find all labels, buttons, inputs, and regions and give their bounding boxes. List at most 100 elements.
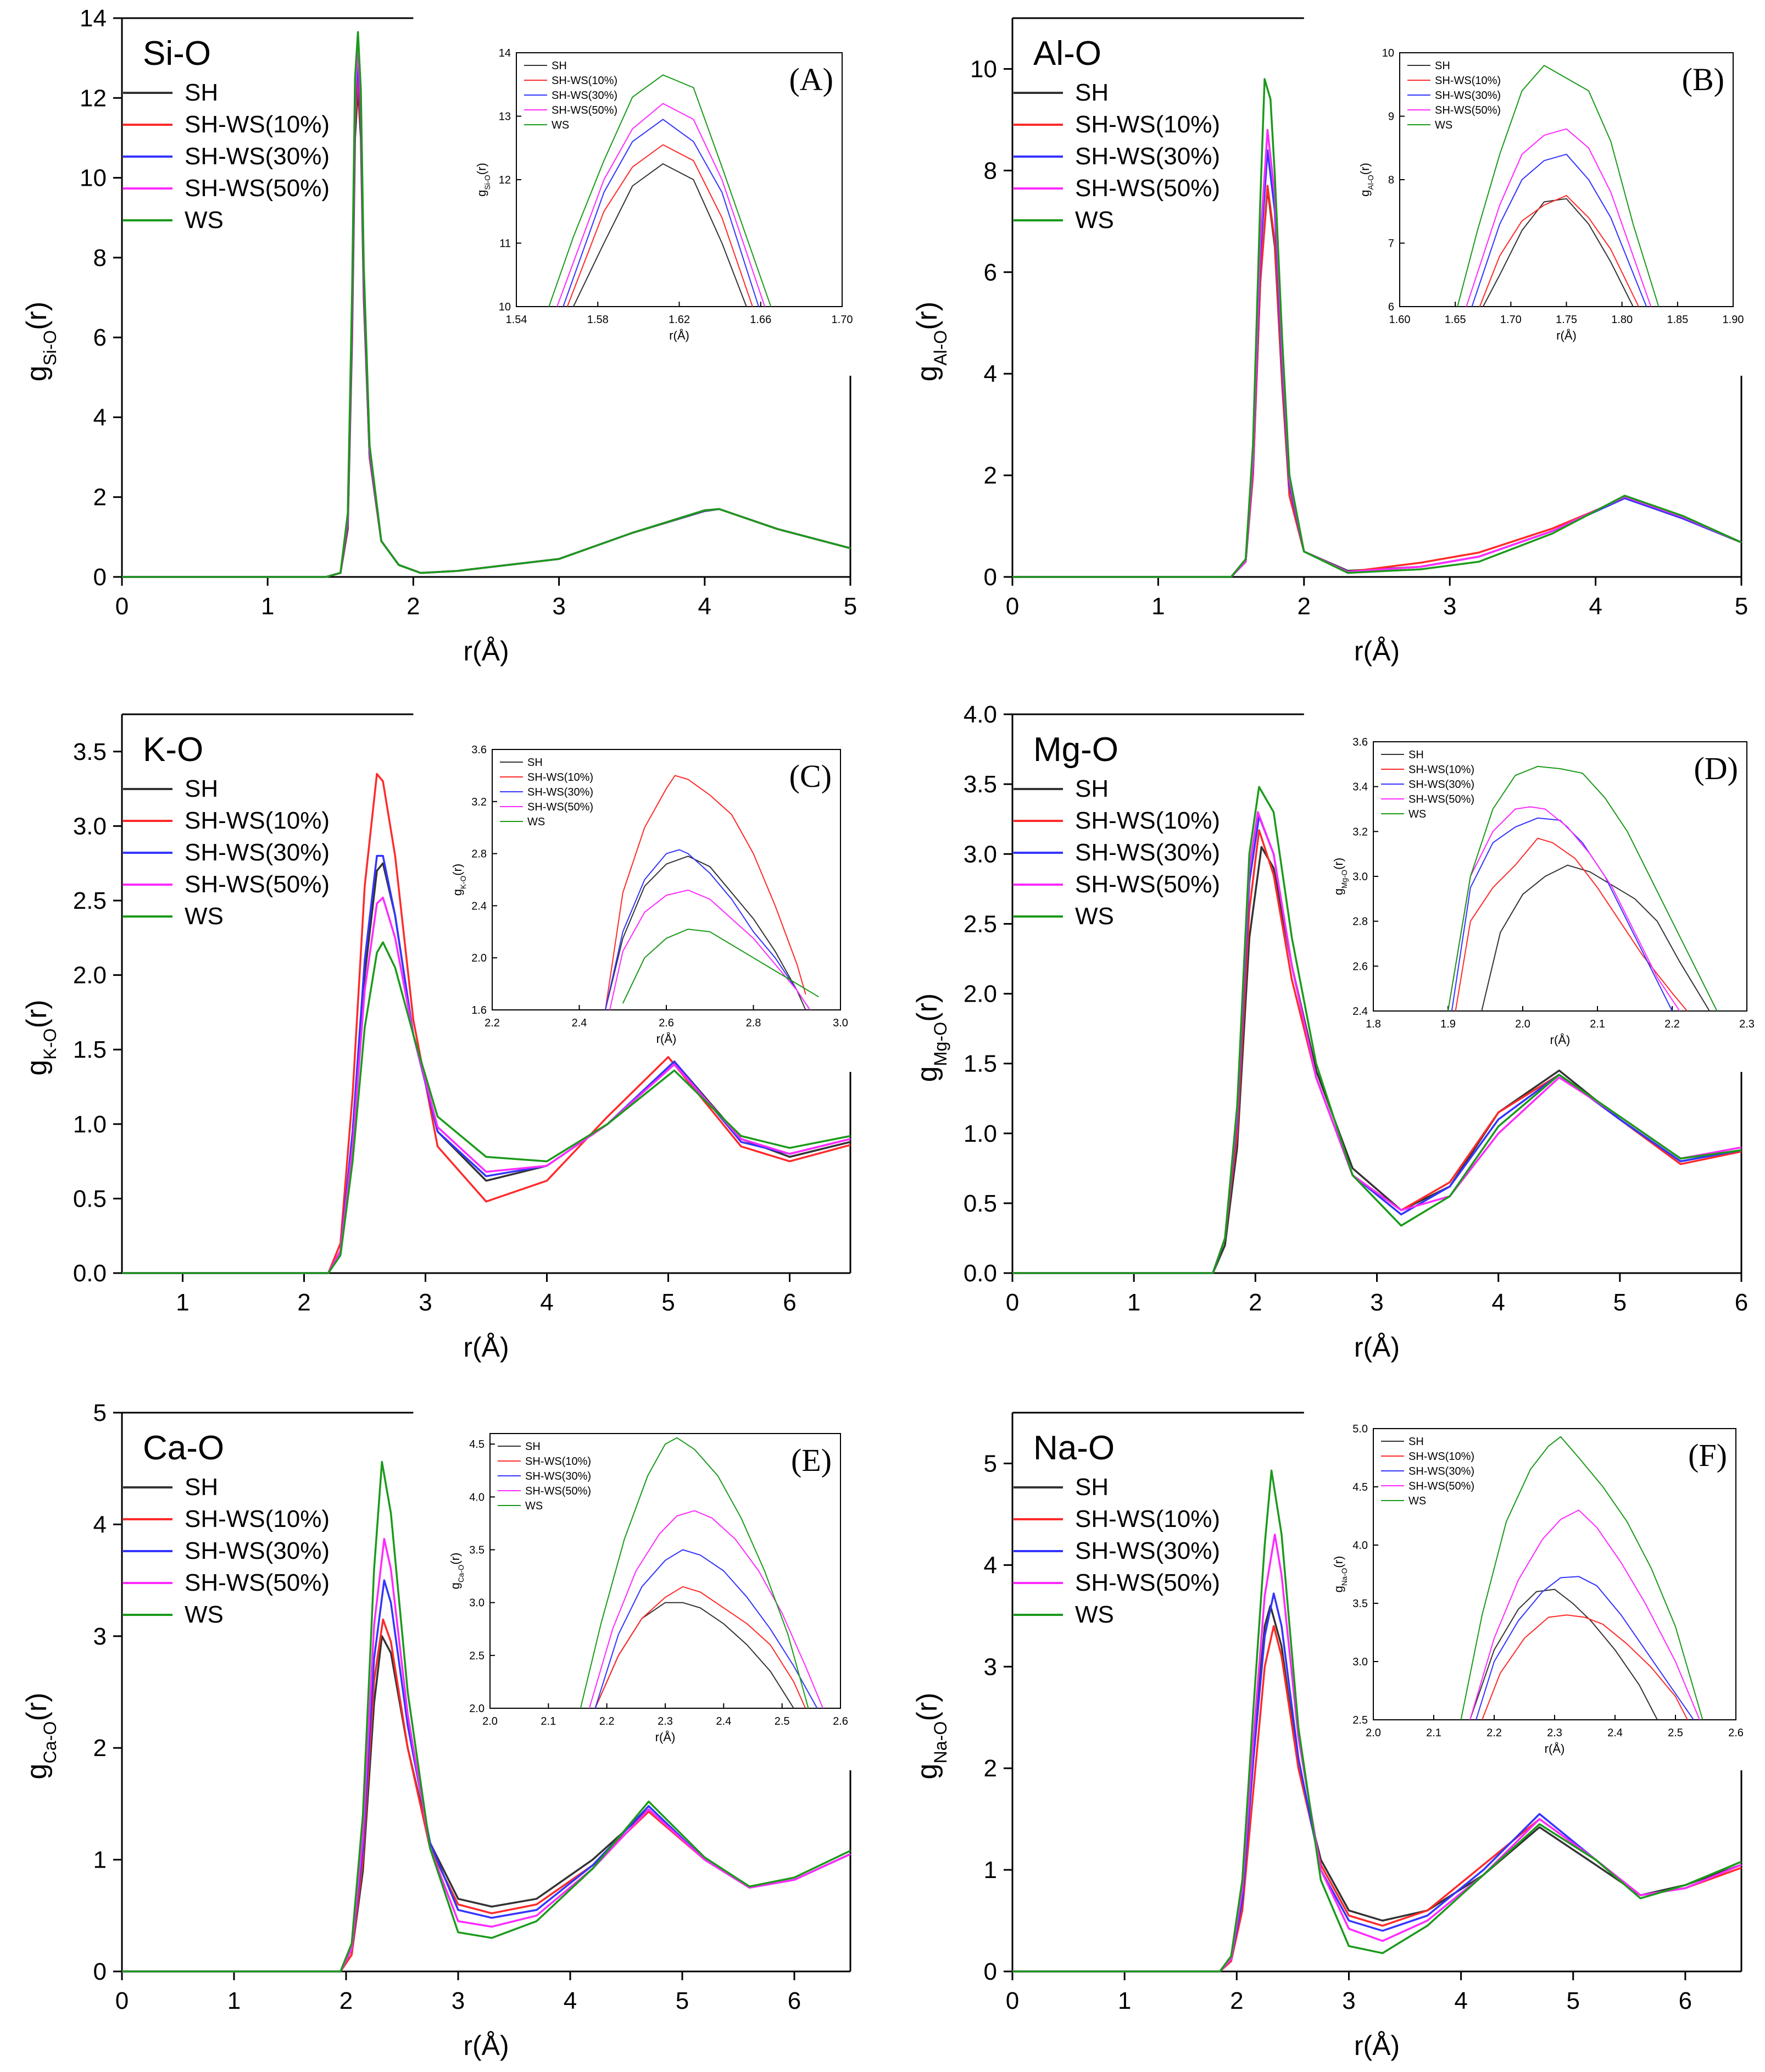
inset-ca-o: 2.0 2.1 2.2 2.3 2.4 2.5 2.6 2.0 2.5 3.0 3.5 4.0 4.5 r… (448, 1433, 848, 1744)
inset-series-line-sh-ws-10- (1482, 1614, 1688, 1720)
inset-y-axis-label-g: g (1358, 190, 1372, 196)
panel-na-o: 0 1 2 3 4 5 6012345r(Å)gNa-O(r)Na-OSHSH-WS(10%… (911, 1412, 1744, 2061)
inset-legend-label: SH-WS(10%) (1408, 1451, 1474, 1463)
inset-legend-label: WS (527, 816, 545, 828)
inset-x-tick-label: 1.9 (1440, 1018, 1456, 1030)
y-tick-label: 2.5 (964, 910, 997, 937)
inset-x-tick-label: 2.3 (1739, 1018, 1755, 1030)
y-axis-label-g: g (911, 1764, 943, 1780)
y-axis-label-sub: Si-O (40, 330, 60, 365)
inset-x-tick-label: 1.90 (1723, 314, 1744, 326)
x-tick-label: 1 (227, 1987, 241, 2014)
inset-legend-label: SH-WS(30%) (1435, 90, 1501, 102)
series-line-sh (1012, 846, 1742, 1274)
inset-legend-label: SH (552, 60, 567, 72)
inset-legend-label: SH-WS(30%) (1408, 1465, 1474, 1477)
legend-label: SH (1075, 775, 1109, 802)
x-tick-label: 2 (1230, 1987, 1243, 2014)
legend-label: SH-WS(30%) (185, 1537, 330, 1564)
panel-letter: (E) (791, 1442, 832, 1478)
y-axis-label-sub: K-O (40, 1028, 60, 1059)
series-line-ws (122, 1460, 851, 1973)
x-tick-label: 4 (540, 1289, 553, 1316)
inset-series-group (548, 74, 772, 307)
y-tick-label: 10 (970, 55, 997, 82)
y-tick-label: 3.5 (73, 738, 107, 765)
inset-legend-label: SH-WS(50%) (1408, 1480, 1474, 1492)
y-axis-label: gNa-O(r) (911, 1693, 950, 1780)
inset-series-line-ws (580, 1437, 809, 1708)
x-axis-label: r(Å) (1354, 2030, 1400, 2061)
series-line-ws (1012, 1469, 1742, 1973)
inset-x-tick-label: 1.70 (832, 314, 853, 326)
inset-x-tick-label: 2.2 (1486, 1727, 1502, 1739)
inset-x-tick-label: 2.4 (716, 1715, 731, 1727)
inset-y-axis-label-sub: Na-O (1340, 1568, 1349, 1586)
y-tick-label: 0 (93, 564, 107, 591)
y-tick-label: 5 (984, 1450, 997, 1477)
inset-x-tick-label: 1.65 (1445, 314, 1466, 326)
x-tick-label: 0 (1006, 1987, 1019, 2014)
x-tick-label: 1 (176, 1289, 189, 1316)
legend-label: SH-WS(30%) (185, 143, 330, 170)
y-axis-label-r: (r) (911, 302, 943, 330)
inset-legend-label: SH (527, 757, 543, 769)
x-axis-label: r(Å) (463, 636, 509, 666)
panel-letter: (A) (789, 62, 833, 97)
y-tick-label: 3 (984, 1653, 997, 1680)
inset-series-line-ws (1457, 65, 1660, 307)
legend-label: SH (185, 775, 218, 802)
inset-series-line-sh-ws-10- (1479, 195, 1639, 307)
inset-y-tick-label: 2.5 (469, 1650, 485, 1662)
inset-y-tick-label: 10 (499, 301, 511, 313)
inset-x-axis-label: r(Å) (1550, 1033, 1571, 1047)
x-axis-label: r(Å) (463, 1332, 509, 1363)
y-tick-label: 3 (93, 1623, 107, 1650)
inset-series-line-sh-ws-50- (588, 1510, 824, 1708)
inset-series-line-ws (1447, 765, 1718, 1011)
inset-x-tick-label: 2.6 (659, 1017, 674, 1029)
inset-y-axis-label-r: (r) (1332, 858, 1345, 870)
inset-x-tick-label: 1.75 (1556, 314, 1577, 326)
inset-x-tick-label: 2.5 (775, 1715, 790, 1727)
y-tick-label: 1.0 (964, 1120, 997, 1147)
inset-y-tick-label: 3.2 (471, 796, 487, 808)
legend-label: SH (185, 79, 218, 106)
inset-y-tick-label: 2.5 (1352, 1714, 1368, 1726)
inset-x-axis-label: r(Å) (1545, 1742, 1565, 1756)
inset-al-o: 1.60 1.65 1.70 1.75 1.80 1.85 1.90 6 7 8 9 10 r(Å) gA… (1358, 47, 1744, 342)
y-axis-label-sub: Na-O (931, 1721, 950, 1764)
inset-x-tick-label: 2.0 (482, 1715, 498, 1727)
legend-label: SH-WS(10%) (185, 1506, 330, 1532)
inset-series-line-sh-ws-30- (594, 1549, 818, 1708)
inset-y-tick-label: 4.0 (469, 1491, 485, 1503)
legend-label: SH (185, 1474, 218, 1501)
inset-y-axis-label-r: (r) (448, 1553, 462, 1565)
inset-legend-label: WS (552, 119, 569, 131)
y-tick-label: 4 (984, 1552, 997, 1579)
series-group (1012, 1469, 1742, 1973)
x-tick-label: 0 (115, 1987, 129, 2014)
y-tick-label: 3.0 (73, 813, 107, 840)
inset-y-tick-label: 3.2 (1352, 826, 1368, 838)
inset-series-line-sh-ws-10- (594, 1586, 806, 1708)
panel-k-o: 1 2 3 4 5 60.00.51.01.52.02.53.03.5r(Å)gK-O(r… (21, 713, 851, 1363)
inset-y-tick-label: 8 (1388, 174, 1394, 186)
inset-series-line-sh-ws-10- (566, 144, 753, 307)
inset-legend-label: SH-WS(30%) (527, 786, 593, 798)
y-tick-label: 8 (93, 245, 107, 271)
y-tick-label: 3.5 (964, 771, 997, 798)
inset-legend-label: SH-WS(30%) (552, 90, 617, 102)
x-tick-label: 2 (339, 1987, 353, 2014)
inset-legend-label: SH-WS(10%) (1408, 764, 1474, 776)
y-tick-label: 10 (80, 165, 107, 192)
inset-y-tick-label: 10 (1382, 47, 1394, 59)
legend-label: SH-WS(10%) (185, 807, 330, 834)
inset-x-tick-label: 1.58 (587, 314, 609, 326)
inset-y-axis-label: gAl-O(r) (1358, 163, 1375, 196)
inset-x-tick-label: 2.4 (572, 1017, 587, 1029)
inset-series-line-sh-ws-30- (605, 849, 811, 1010)
inset-y-tick-label: 2.8 (1352, 916, 1368, 928)
inset-y-tick-label: 2.4 (1352, 1006, 1368, 1018)
x-tick-label: 6 (1735, 1289, 1748, 1316)
